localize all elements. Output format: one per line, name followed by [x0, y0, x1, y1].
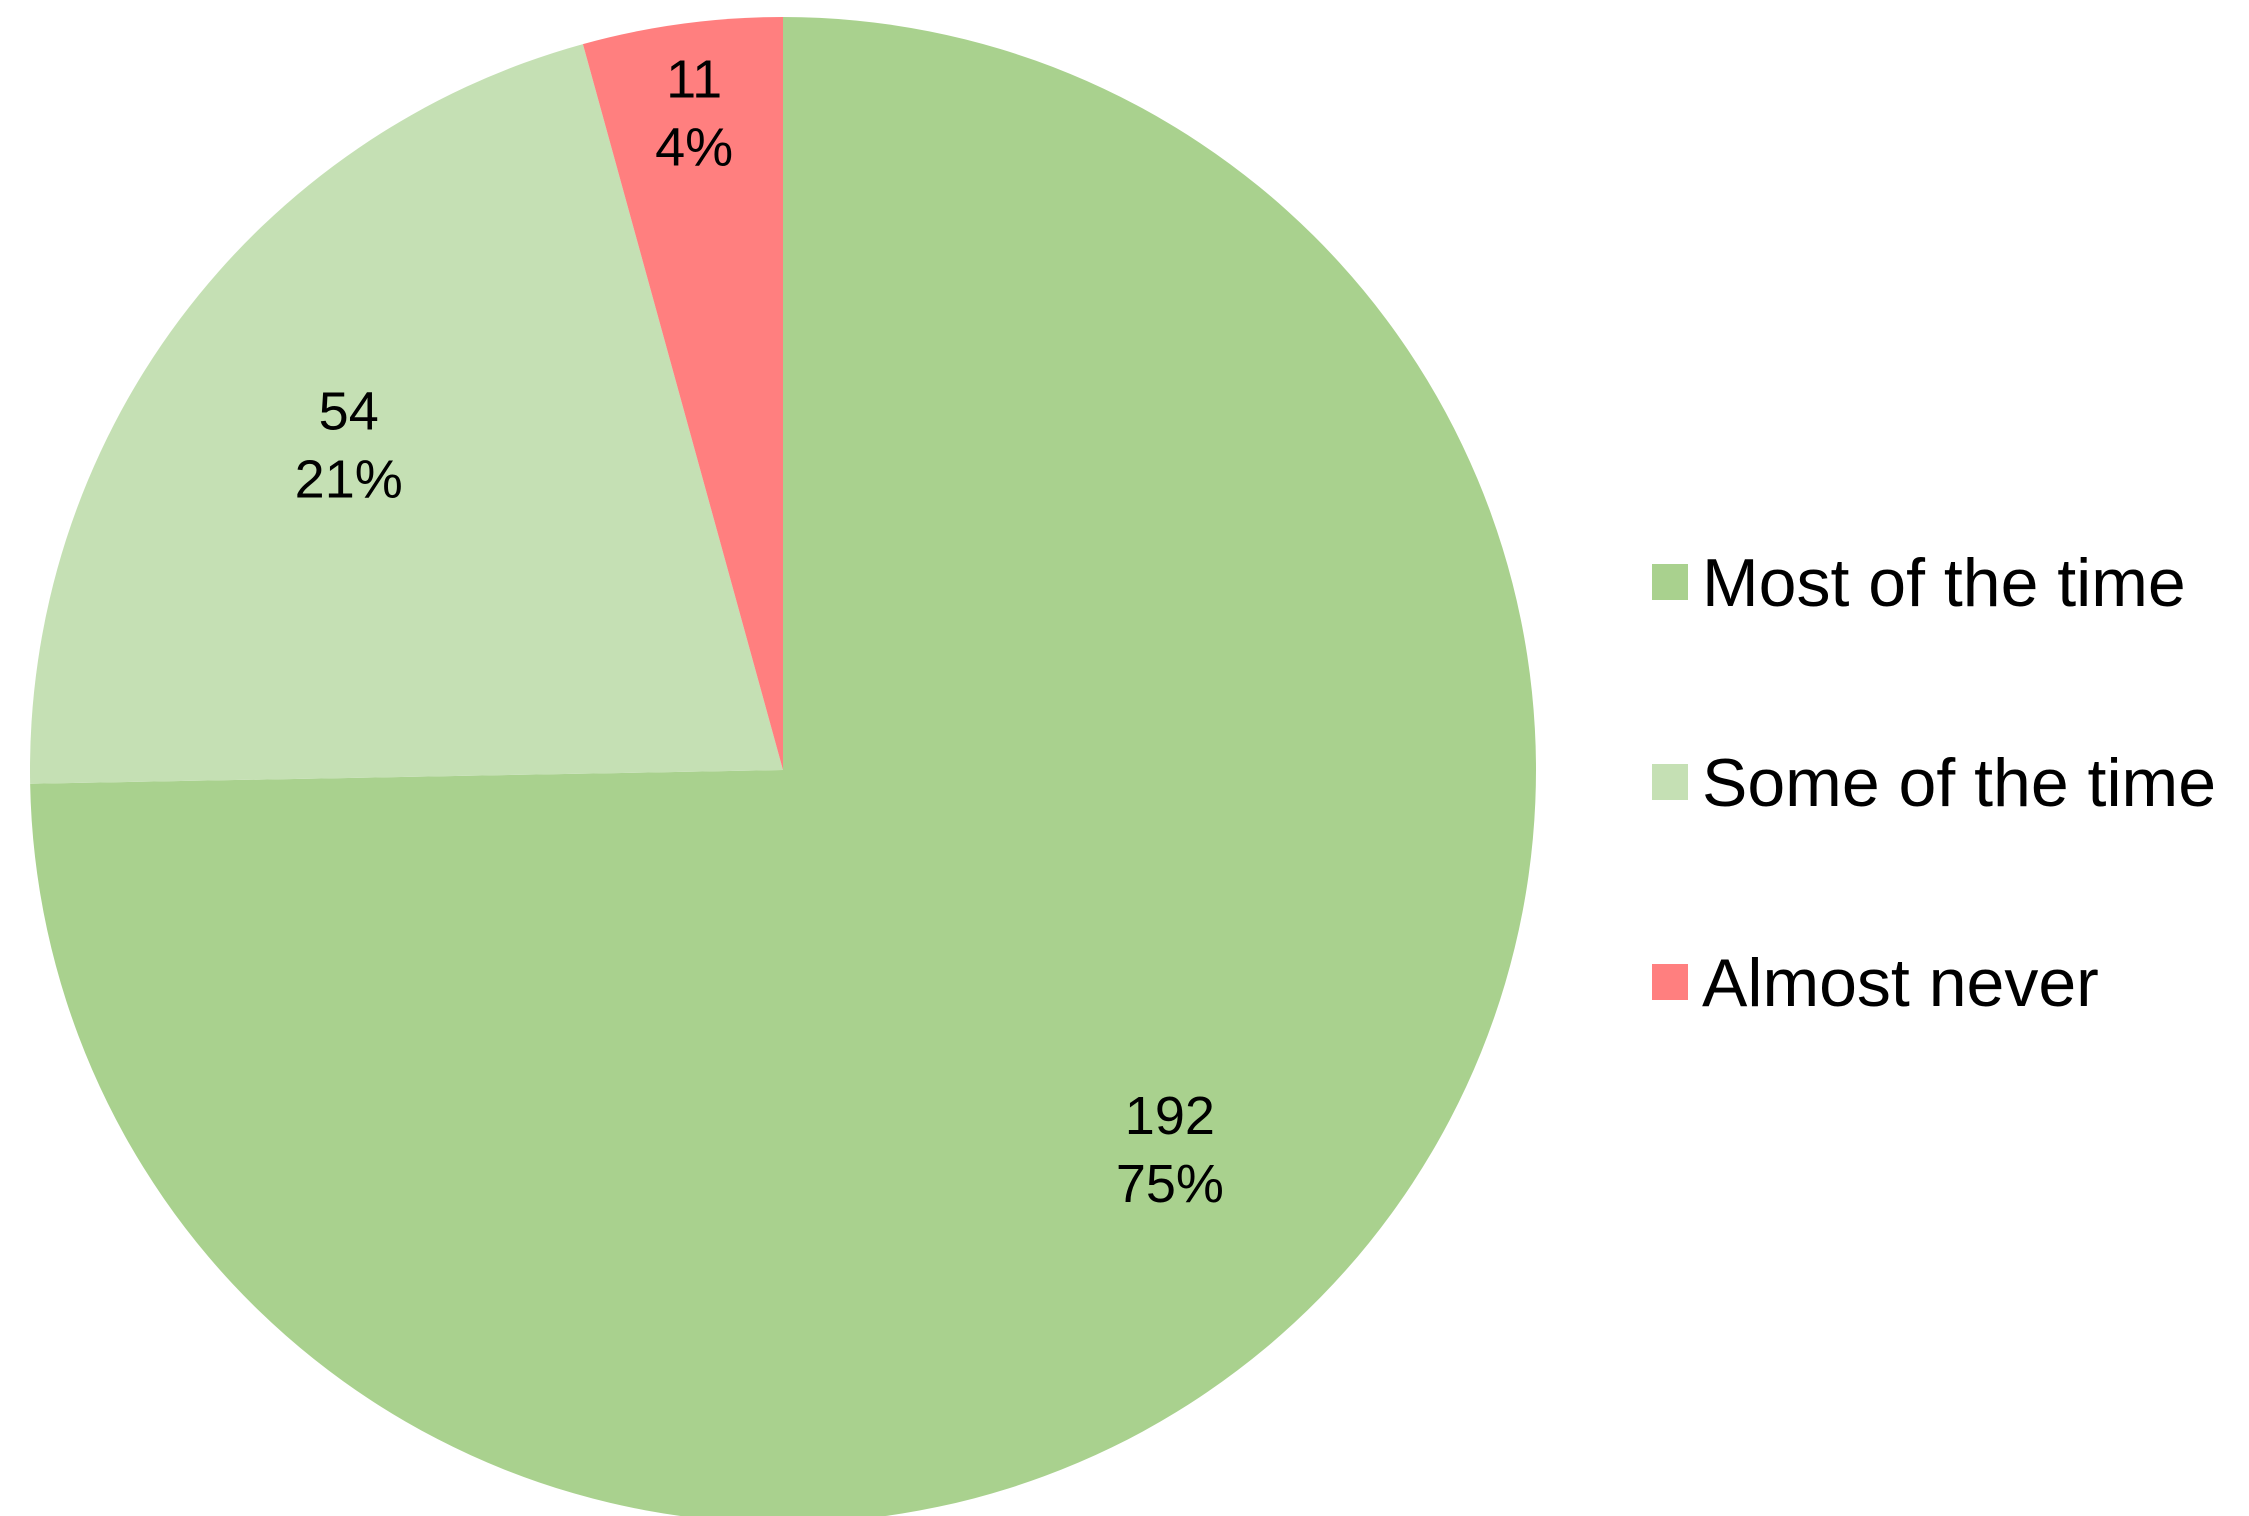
pie-slice-some-of-the-time	[30, 44, 784, 784]
legend-item: Almost never	[1652, 945, 2099, 1021]
legend-label: Some of the time	[1702, 745, 2216, 821]
legend-label: Almost never	[1702, 945, 2099, 1021]
legend-item: Some of the time	[1652, 745, 2216, 821]
pie-slice-almost-never	[582, 17, 783, 770]
legend-swatch	[1652, 564, 1688, 600]
pie-data-labels: 192 75% 54 21% 11 4%	[295, 49, 1224, 1213]
data-label-percent: 75%	[1116, 1154, 1224, 1214]
pie-slice-most-of-the-time	[30, 17, 1536, 1516]
legend-label: Most of the time	[1702, 545, 2186, 621]
chart-legend: Most of the time Some of the time Almost n…	[1652, 545, 2216, 1021]
legend-swatch	[1652, 764, 1688, 800]
data-label-percent: 21%	[295, 449, 403, 509]
data-label-value: 192	[1125, 1086, 1215, 1146]
data-label-value: 11	[666, 49, 722, 109]
legend-item: Most of the time	[1652, 545, 2186, 621]
data-label-percent: 4%	[655, 117, 733, 177]
pie-slices	[30, 17, 1536, 1516]
data-label-value: 54	[319, 381, 379, 441]
legend-swatch	[1652, 964, 1688, 1000]
